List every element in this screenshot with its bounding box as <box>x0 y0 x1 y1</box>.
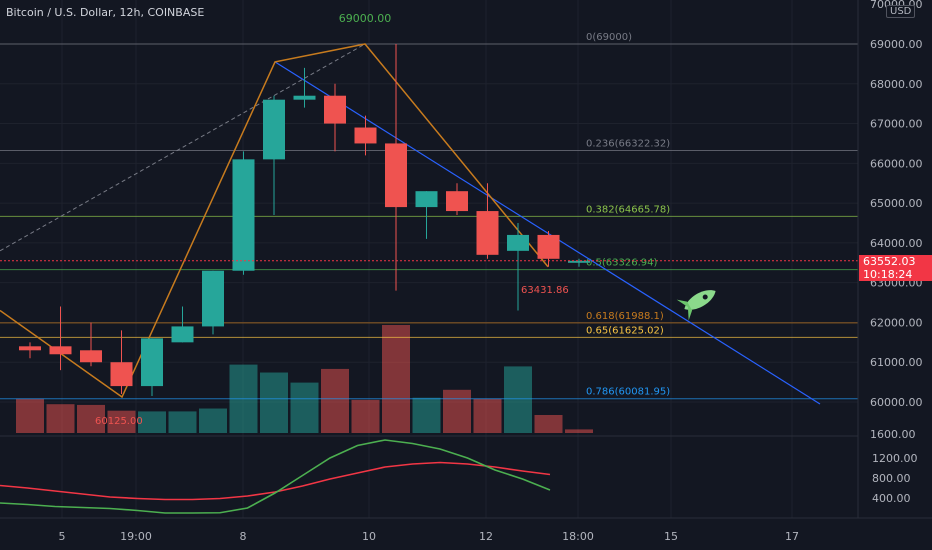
volume-bar <box>565 429 593 433</box>
volume-bar <box>504 366 532 433</box>
price-tick-label: 61000.00 <box>870 356 923 369</box>
time-tick-label: 18:00 <box>562 530 594 543</box>
time-tick-label: 15 <box>664 530 678 543</box>
price-tick-label: 68000.00 <box>870 78 923 91</box>
candle-body <box>415 191 438 208</box>
current-price-value: 63552.03 <box>863 254 916 268</box>
candle-body <box>324 95 346 124</box>
candle-body <box>19 346 41 351</box>
volume-bar <box>321 368 349 433</box>
volume-bar <box>138 411 166 433</box>
indicator-tick-label: 1200.00 <box>872 452 918 465</box>
candle-body <box>202 270 224 327</box>
fast-ma-line <box>0 439 551 514</box>
price-tick-label: 66000.00 <box>870 157 923 170</box>
volume-bar <box>260 372 288 433</box>
fib-level-label: 0.65(61625.02) <box>586 325 664 336</box>
volume-bar <box>168 411 197 433</box>
time-tick-label: 5 <box>59 530 66 543</box>
volume-bar <box>473 398 502 433</box>
volume-bar <box>290 382 319 433</box>
candle-body <box>354 127 377 144</box>
trend-line <box>274 61 821 405</box>
low-label: 60125.00 <box>95 416 143 427</box>
indicator-tick-label: 400.00 <box>872 492 911 505</box>
price-tick-label: 69000.00 <box>870 38 923 51</box>
fib-anchor-line <box>0 43 366 252</box>
candle-body <box>263 99 285 160</box>
fib-level-label: 0.786(60081.95) <box>586 387 670 398</box>
close-label: 63431.86 <box>521 285 569 296</box>
volume-bar <box>534 415 563 433</box>
volume-bar <box>107 410 136 433</box>
volume-bar <box>351 399 380 433</box>
volume-bar <box>16 398 44 433</box>
indicator-tick-label: 800.00 <box>872 472 911 485</box>
time-tick-label: 12 <box>479 530 493 543</box>
time-tick-label: 17 <box>785 530 799 543</box>
zigzag-line <box>0 43 549 399</box>
volume-bar <box>77 404 105 433</box>
price-tick-label: 67000.00 <box>870 118 923 131</box>
rocket-icon <box>676 290 716 321</box>
time-tick-label: 19:00 <box>120 530 152 543</box>
fib-level-label: 0.5(63326.94) <box>586 258 658 269</box>
symbol-header: Bitcoin / U.S. Dollar, 12h, COINBASE <box>6 6 205 19</box>
price-tick-label: 64000.00 <box>870 237 923 250</box>
candle-body <box>49 346 72 355</box>
candle-body <box>537 234 560 259</box>
high-label: 69000.00 <box>339 12 392 25</box>
fib-level-label: 0.236(66322.32) <box>586 139 670 150</box>
candle-body <box>293 95 316 100</box>
candle-body <box>507 234 529 251</box>
bar-countdown: 10:18:24 <box>863 267 913 281</box>
candle-body <box>446 191 468 212</box>
volume-bar <box>382 325 410 433</box>
volume-scale-label: 1600.00 <box>870 428 916 441</box>
volume-bar <box>46 404 75 433</box>
volume-bar <box>412 397 441 433</box>
candle-body <box>80 350 102 363</box>
currency-badge[interactable]: USD <box>886 5 916 18</box>
time-tick-label: 10 <box>362 530 376 543</box>
candle-body <box>568 260 590 263</box>
fib-level-label: 0.618(61988.1) <box>586 311 664 322</box>
candle-body <box>476 211 499 255</box>
fib-level-label: 0.382(64665.78) <box>586 204 670 215</box>
price-tick-label: 60000.00 <box>870 396 923 409</box>
price-tick-label: 65000.00 <box>870 197 923 210</box>
current-price-tag: 63552.03 10:18:24 <box>859 254 932 281</box>
fib-level-label: 0(69000) <box>586 32 632 43</box>
candle-body <box>171 326 194 343</box>
candle-body <box>232 159 255 271</box>
candle-body <box>141 338 163 387</box>
candle-body <box>110 362 133 387</box>
time-tick-label: 8 <box>240 530 247 543</box>
volume-bar <box>443 389 471 433</box>
volume-bar <box>199 408 227 433</box>
slow-ma-line <box>0 461 551 501</box>
candle-body <box>385 143 407 208</box>
price-tick-label: 62000.00 <box>870 316 923 329</box>
